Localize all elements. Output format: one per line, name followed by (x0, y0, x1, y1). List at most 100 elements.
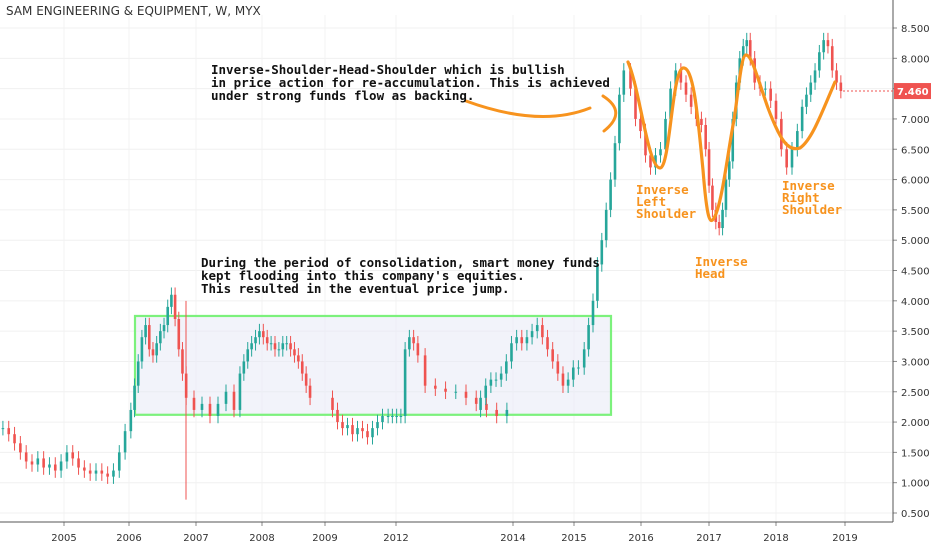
candle-body (745, 40, 749, 47)
candle-body (351, 425, 354, 435)
candle-body (731, 118, 735, 162)
candle-body (741, 46, 745, 59)
candle-body (293, 349, 296, 356)
candle-body (600, 240, 604, 265)
y-tick-label: 0.500 (901, 509, 930, 520)
candle-body (704, 125, 707, 150)
candle-body (408, 337, 411, 350)
candle-body (561, 373, 565, 386)
candle-body (200, 403, 204, 410)
candle-body (273, 343, 277, 350)
candle-body (170, 294, 173, 307)
y-tick-label: 3.000 (901, 357, 930, 368)
candle-body (556, 361, 560, 374)
x-tick-label: 2017 (696, 533, 721, 544)
candle-body (530, 331, 534, 338)
candle-body (780, 118, 783, 150)
candle-body (454, 391, 458, 393)
candle-body (520, 337, 524, 344)
annotation-arrow-curve (464, 99, 592, 119)
candle-body (7, 428, 11, 435)
y-tick-label: 4.500 (901, 267, 930, 278)
candle-body (192, 397, 196, 410)
candle-body (269, 343, 273, 345)
candle-body (629, 70, 632, 89)
candle-body (136, 361, 140, 386)
candle-body (106, 473, 109, 477)
candle-body (830, 46, 834, 71)
candle-body (1, 428, 5, 430)
candle-body (587, 325, 590, 350)
candle-body (83, 467, 86, 471)
y-tick-label: 6.000 (901, 176, 930, 187)
candle-body (649, 155, 652, 168)
candles (1, 32, 843, 500)
candle-body (147, 325, 151, 350)
candle-body (721, 209, 724, 229)
candle-body (246, 349, 250, 362)
candle-body (166, 306, 170, 326)
candle-body (361, 428, 364, 432)
candle-body (618, 94, 621, 144)
candle-body (144, 325, 147, 338)
candle-body (133, 385, 136, 410)
candle-body (112, 470, 115, 477)
candle-body (258, 331, 261, 338)
candle-body (265, 337, 269, 344)
candle-body (622, 70, 626, 95)
candle-body (669, 88, 672, 119)
candle-body (505, 409, 509, 416)
right-shoulder-label: Inverse Right Shoulder (782, 178, 843, 217)
candle-body (59, 461, 63, 471)
candle-body (386, 416, 390, 417)
candle-body (19, 443, 22, 453)
candle-body (399, 416, 403, 417)
candle-body (224, 391, 228, 404)
candle-body (297, 355, 300, 362)
candle-body (495, 409, 498, 416)
candle-body (551, 349, 554, 362)
candle-body (596, 264, 599, 301)
candle-body (300, 361, 304, 374)
candle-body (664, 118, 667, 150)
candle-body (591, 300, 595, 326)
candle-body (839, 82, 843, 92)
candle-body (216, 403, 220, 416)
candle-body (724, 179, 728, 210)
candle-body (289, 343, 292, 350)
head-label: Inverse Head (695, 254, 748, 281)
candle-body (634, 88, 637, 119)
candle-body (582, 349, 586, 368)
candle-body (181, 349, 184, 374)
candle-body (546, 337, 549, 350)
candle-body (796, 131, 799, 150)
candle-body (479, 397, 482, 410)
candle-body (525, 337, 529, 344)
candle-body (391, 416, 394, 417)
x-tick-label: 2005 (51, 533, 76, 544)
candle-body (769, 88, 772, 101)
candle-body (774, 100, 778, 119)
x-tick-label: 2012 (383, 533, 408, 544)
candle-body (464, 391, 468, 398)
candle-body (336, 409, 339, 423)
x-tick-label: 2018 (763, 533, 788, 544)
candle-body (331, 397, 334, 410)
candle-body (371, 428, 374, 438)
candle-body (155, 343, 158, 356)
candle-body (42, 458, 45, 468)
x-tick-label: 2009 (312, 533, 337, 544)
candle-body (123, 431, 127, 453)
annotation-bracket (601, 94, 618, 133)
candle-body (232, 391, 236, 410)
x-tick-label: 2007 (183, 533, 208, 544)
candle-body (24, 452, 28, 462)
candle-body (571, 367, 575, 380)
candle-body (30, 461, 34, 465)
candle-body (785, 149, 788, 168)
candle-body (805, 94, 808, 107)
candle-body (162, 325, 166, 332)
candle-body (412, 337, 415, 344)
candle-body (659, 149, 662, 156)
